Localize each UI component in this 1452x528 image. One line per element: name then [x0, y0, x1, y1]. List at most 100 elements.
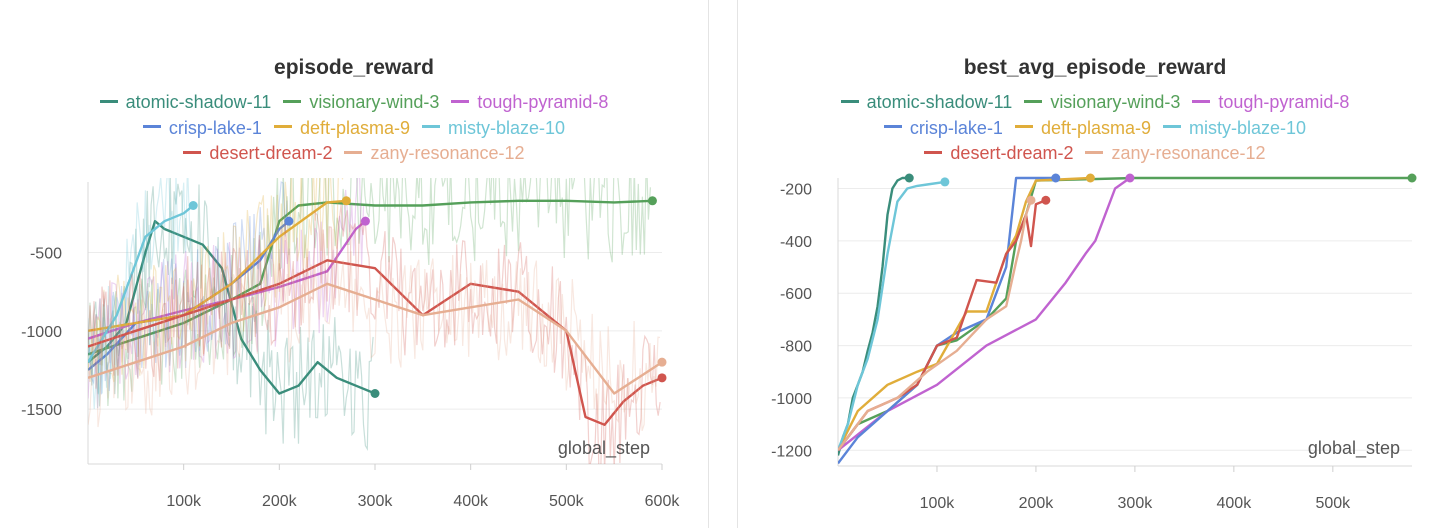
series-end-point-zany-resonance-12	[657, 357, 667, 367]
legend-row: crisp-lake-1 deft-plasma-9 misty-blaze-10	[0, 116, 708, 142]
legend-label: desert-dream-2	[209, 143, 333, 163]
x-axis-label: global_step	[1308, 438, 1400, 459]
series-end-point-tough-pyramid-8	[360, 216, 370, 226]
chart-legend: atomic-shadow-11 visionary-wind-3 tough-py…	[738, 90, 1452, 167]
legend-swatch	[1014, 125, 1033, 129]
y-tick-label: -800	[780, 339, 812, 356]
legend-label: crisp-lake-1	[168, 117, 262, 138]
chart-title: best_avg_episode_reward	[963, 56, 1227, 79]
series-end-point-desert-dream-2	[1041, 195, 1051, 205]
legend-row: desert-dream-2 zany-resonance-12	[0, 141, 708, 167]
legend-swatch	[1085, 150, 1104, 154]
legend-swatch	[273, 125, 292, 129]
y-tick-label: -1000	[771, 391, 812, 408]
legend-label: tough-pyramid-8	[477, 92, 609, 112]
legend-item[interactable]: misty-blaze-10	[1163, 116, 1306, 142]
y-tick-label: -600	[780, 286, 812, 303]
chart-title: episode_reward	[274, 56, 434, 79]
series-line-visionary-wind-3	[838, 176, 1412, 452]
legend-item[interactable]: desert-dream-2	[183, 141, 332, 167]
legend-item[interactable]: desert-dream-2	[924, 141, 1073, 167]
legend-label: atomic-shadow-11	[125, 92, 272, 112]
legend-item[interactable]: crisp-lake-1	[142, 116, 262, 142]
legend-label: deft-plasma-9	[299, 117, 411, 138]
legend-item[interactable]: tough-pyramid-8	[451, 90, 608, 116]
legend-row: crisp-lake-1 deft-plasma-9 misty-blaze-10	[738, 116, 1452, 142]
series-end-point-deft-plasma-9	[1085, 173, 1095, 183]
legend-item[interactable]: misty-blaze-10	[422, 116, 565, 142]
legend-label: zany-resonance-12	[1111, 143, 1266, 163]
panel-divider	[708, 0, 709, 528]
series-group	[88, 178, 663, 464]
legend-label: zany-resonance-12	[370, 143, 525, 163]
legend-swatch	[422, 125, 441, 129]
y-tick-label: -1200	[771, 443, 812, 460]
legend-swatch	[1024, 99, 1043, 103]
y-tick-label: -200	[780, 181, 812, 198]
legend-item[interactable]: deft-plasma-9	[1014, 116, 1151, 142]
x-axis-label: global_step	[558, 438, 650, 459]
legend-item[interactable]: zany-resonance-12	[344, 141, 525, 167]
chart-panel-best-avg-episode-reward: best_avg_episode_reward atomic-shadow-11…	[738, 0, 1452, 528]
series-line-atomic-shadow-11	[838, 176, 910, 456]
series-line-zany-resonance-12	[838, 199, 1033, 452]
y-tick-label: -1000	[21, 324, 62, 341]
series-end-point-misty-blaze-10	[940, 177, 950, 187]
chart-plot-best-avg-episode-reward: -200 -400 -600 -800 -1000 -1200 100k 200k 300k 40…	[771, 173, 1417, 512]
series-raw-zany-resonance-12	[88, 228, 661, 431]
legend-label: misty-blaze-10	[448, 117, 566, 138]
legend-swatch	[142, 125, 161, 129]
legend-item[interactable]: zany-resonance-12	[1085, 141, 1266, 167]
series-end-point-atomic-shadow-11	[370, 389, 380, 398]
legend-row: atomic-shadow-11 visionary-wind-3 tough-py…	[738, 90, 1452, 116]
series-end-point-atomic-shadow-11	[904, 173, 914, 183]
x-tick-label: 100k	[920, 495, 956, 512]
series-end-point-tough-pyramid-8	[1125, 173, 1135, 183]
x-tick-label: 300k	[1118, 495, 1154, 512]
series-line-atomic-shadow-11	[88, 220, 376, 395]
legend-swatch	[883, 125, 902, 129]
series-raw-visionary-wind-3	[88, 178, 651, 407]
series-end-point-misty-blaze-10	[188, 201, 198, 210]
legend-swatch	[1192, 99, 1211, 103]
series-raw-atomic-shadow-11	[88, 178, 374, 452]
series-raw-tough-pyramid-8	[88, 178, 365, 399]
series-line-crisp-lake-1	[838, 176, 1056, 465]
legend-item[interactable]: atomic-shadow-11	[840, 90, 1012, 116]
chart-legend: atomic-shadow-11 visionary-wind-3 tough-py…	[0, 90, 708, 167]
legend-swatch	[183, 150, 202, 154]
legend-item[interactable]: visionary-wind-3	[1024, 90, 1180, 116]
legend-item[interactable]: tough-pyramid-8	[1192, 90, 1349, 116]
legend-item[interactable]: atomic-shadow-11	[99, 90, 272, 116]
series-line-zany-resonance-12	[88, 282, 663, 395]
y-tick-label: -500	[30, 246, 62, 263]
x-tick-label: 300k	[358, 493, 394, 510]
legend-label: visionary-wind-3	[1050, 92, 1181, 112]
legend-item[interactable]: visionary-wind-3	[283, 90, 439, 116]
series-end-point-visionary-wind-3	[647, 196, 657, 206]
legend-swatch	[451, 99, 470, 103]
legend-label: desert-dream-2	[950, 143, 1074, 163]
y-tick-label: -400	[780, 234, 812, 251]
chart-panel-episode-reward: episode_reward atomic-shadow-11 visionary…	[0, 0, 708, 528]
series-line-tough-pyramid-8	[838, 177, 1131, 452]
legend-label: visionary-wind-3	[309, 92, 440, 112]
series-line-misty-blaze-10	[838, 180, 946, 451]
legend-item[interactable]: deft-plasma-9	[273, 116, 411, 142]
legend-item[interactable]: crisp-lake-1	[883, 116, 1003, 142]
legend-swatch	[840, 99, 859, 103]
panel-divider	[737, 0, 738, 528]
legend-swatch	[99, 99, 118, 103]
series-end-point-crisp-lake-1	[284, 216, 294, 226]
x-tick-label: 400k	[1217, 495, 1253, 512]
series-end-point-zany-resonance-12	[1026, 195, 1036, 205]
series-line-misty-blaze-10	[88, 204, 194, 363]
legend-label: tough-pyramid-8	[1218, 92, 1350, 112]
series-end-point-deft-plasma-9	[341, 196, 351, 206]
x-tick-label: 400k	[453, 493, 489, 510]
x-tick-label: 100k	[166, 493, 202, 510]
series-raw-desert-dream-2	[88, 204, 661, 464]
legend-swatch	[924, 150, 943, 154]
series-group	[838, 176, 1412, 465]
series-raw-deft-plasma-9	[88, 178, 344, 383]
